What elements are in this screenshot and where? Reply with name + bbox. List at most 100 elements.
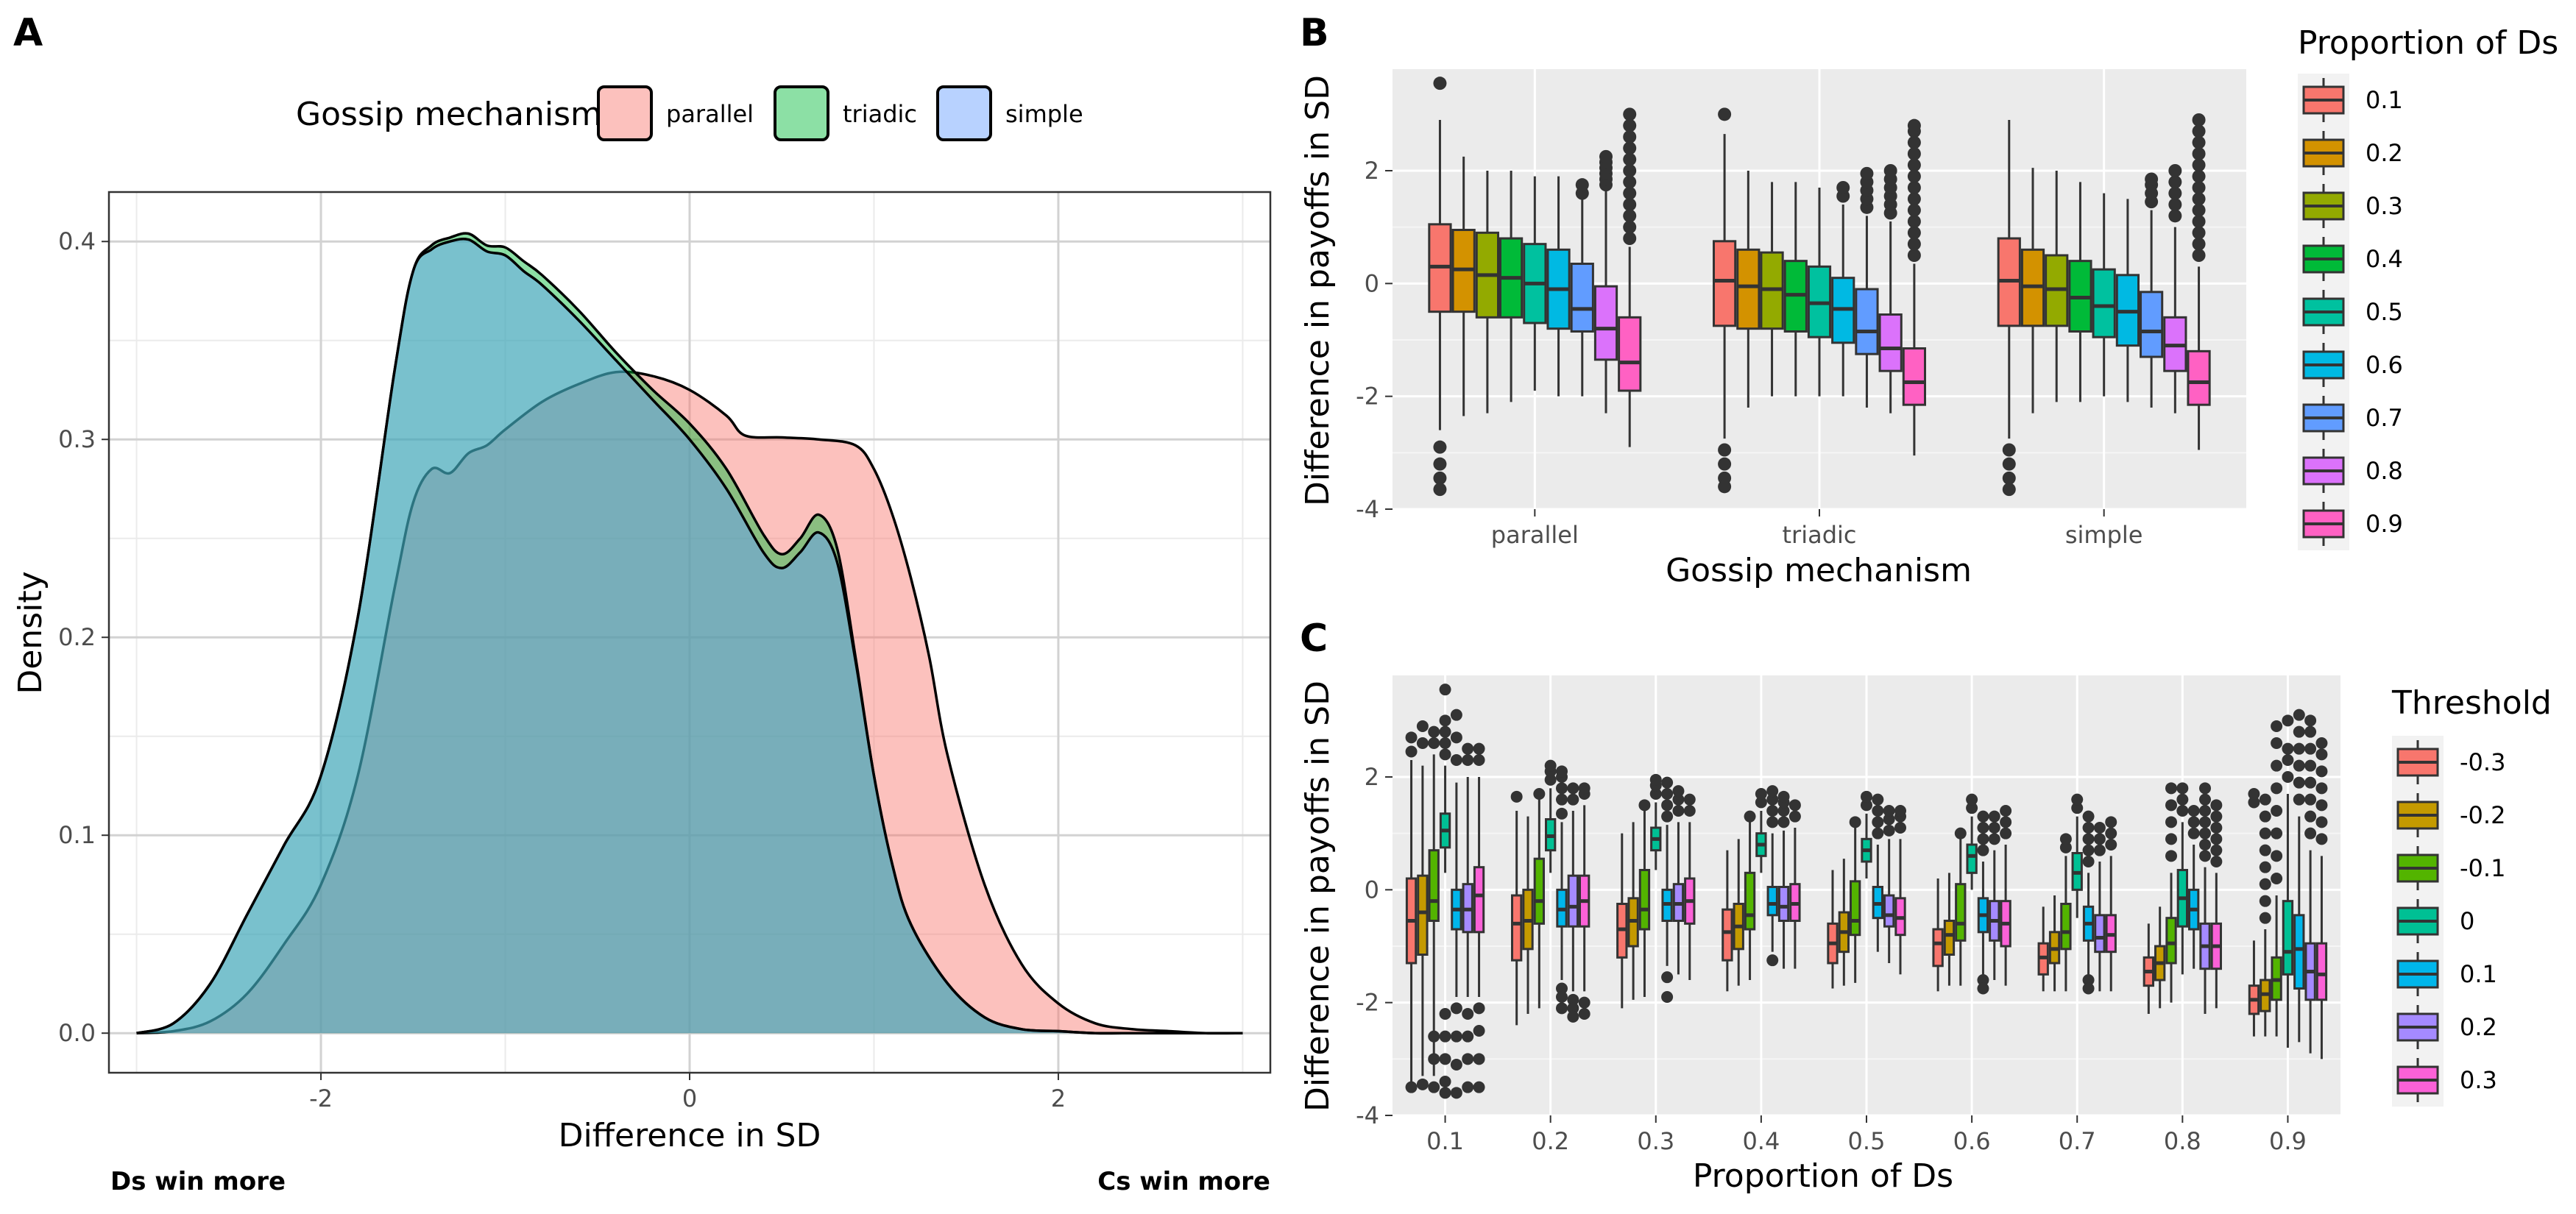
- outlier-point: [2199, 816, 2211, 828]
- outlier-point: [2082, 810, 2095, 823]
- panel-c-x-tick-label: 0.5: [1848, 1127, 1886, 1155]
- outlier-point: [2271, 737, 2283, 749]
- outlier-point: [1623, 152, 1637, 166]
- outlier-point: [1623, 186, 1637, 200]
- box-0p4-m0p1: [1744, 810, 1756, 980]
- outlier-point: [1462, 1008, 1474, 1020]
- panel-b-y-tick-label: 2: [1365, 157, 1379, 185]
- outlier-point: [1744, 810, 1756, 823]
- panel-a-x-tick-label: 0: [682, 1085, 697, 1112]
- box-0p9-m0p3: [2248, 788, 2260, 1037]
- outlier-point: [2000, 805, 2012, 817]
- outlier-point: [1661, 799, 1674, 812]
- box-body: [1932, 928, 1944, 968]
- outlier-point: [1473, 1002, 1485, 1015]
- outlier-point: [1450, 1002, 1462, 1015]
- outlier-point: [1683, 793, 1696, 806]
- outlier-point: [1777, 790, 1790, 803]
- outlier-point: [2192, 237, 2206, 251]
- outlier-point: [2210, 856, 2223, 867]
- box-0p6-0: [1966, 793, 1978, 890]
- box-body: [1511, 894, 1523, 962]
- panel-b-y-axis-title: Difference in payoffs in SD: [1299, 75, 1337, 506]
- outlier-point: [2105, 816, 2117, 828]
- box-0p1-0p2: [1462, 742, 1474, 1093]
- density-line-simple: [136, 237, 1243, 1035]
- outlier-point: [2293, 776, 2305, 789]
- panel-a-y-tick-label: 0.0: [58, 1019, 96, 1047]
- box-body: [1955, 883, 1967, 942]
- outlier-point: [2168, 209, 2182, 223]
- outlier-point: [1907, 237, 1921, 251]
- outlier-point: [1433, 483, 1447, 497]
- outlier-point: [2282, 714, 2294, 727]
- outlier-point: [1907, 215, 1921, 228]
- box-0p3-m0p2: [1627, 822, 1639, 1000]
- outlier-point: [1907, 226, 1921, 240]
- box-0p7-0: [2071, 793, 2084, 918]
- box-triadic-0p3: [1760, 182, 1784, 397]
- outlier-point: [1623, 107, 1637, 121]
- outlier-point: [2165, 833, 2177, 845]
- panel-b: B -4 -2 0 2 parallel triadic simple Gossip mec…: [1299, 11, 2558, 589]
- box-simple-0p1: [1997, 120, 2021, 497]
- panel-a-y-tick-label: 0.2: [58, 623, 96, 651]
- box-triadic-0p2: [1736, 171, 1761, 408]
- box-triadic-0p4: [1783, 182, 1808, 397]
- box-0p2-m0p1: [1533, 788, 1546, 1009]
- box-0p2-0p2: [1567, 782, 1579, 1023]
- outlier-point: [1872, 827, 1884, 839]
- outlier-point: [1766, 954, 1779, 967]
- outlier-point: [1473, 1053, 1485, 1065]
- outlier-point: [1556, 982, 1568, 995]
- outlier-point: [2315, 833, 2328, 845]
- box-0p5-m0p3: [1827, 870, 1839, 989]
- box-0p3-m0p1: [1638, 799, 1651, 997]
- outlier-point: [1766, 805, 1779, 817]
- panel-a-y-tick-label: 0.4: [58, 227, 96, 255]
- box-body: [1883, 894, 1895, 928]
- box-0p4-m0p2: [1733, 839, 1744, 986]
- panel-b-legend-label-0p3: 0.3: [2366, 192, 2403, 220]
- outlier-point: [1672, 805, 1685, 817]
- panel-a-border: [107, 191, 1272, 1074]
- box-0p4-0: [1755, 788, 1767, 873]
- panel-a-plot-area: -2 0 2 0.0 0.1 0.2 0.3 0.4: [58, 191, 1272, 1112]
- box-0p5-0p3: [1894, 805, 1906, 975]
- outlier-point: [1766, 785, 1779, 798]
- outlier-point: [1567, 1002, 1579, 1015]
- box-0p9-m0p1: [2271, 720, 2283, 1037]
- outlier-point: [2082, 833, 2095, 845]
- outlier-point: [1766, 816, 1779, 828]
- outlier-point: [2187, 816, 2200, 828]
- outlier-point: [2282, 742, 2294, 755]
- box-0p1-0p3: [1473, 742, 1485, 1093]
- panel-b-y-tick-label: 0: [1365, 269, 1379, 297]
- outlier-point: [2259, 793, 2271, 806]
- outlier-point: [1416, 1078, 1429, 1090]
- outlier-point: [2192, 124, 2206, 138]
- outlier-point: [1462, 1081, 1474, 1093]
- box-parallel-0p2: [1451, 156, 1476, 416]
- box-simple-0p4: [2068, 182, 2092, 402]
- outlier-point: [1462, 742, 1474, 755]
- outlier-point: [1623, 220, 1637, 234]
- box-simple-0p7: [2140, 172, 2164, 408]
- outlier-point: [2199, 827, 2211, 839]
- outlier-point: [2082, 822, 2095, 834]
- box-triadic-0p7: [1855, 166, 1879, 408]
- outlier-point: [2271, 873, 2283, 884]
- outlier-point: [1977, 982, 1989, 995]
- outlier-point: [2168, 164, 2182, 177]
- outlier-point: [1860, 166, 1874, 180]
- outlier-point: [2187, 827, 2200, 839]
- panel-b-legend-label-0p1: 0.1: [2366, 86, 2403, 114]
- outlier-point: [1405, 731, 1418, 744]
- outlier-point: [1907, 192, 1921, 206]
- outlier-point: [2000, 816, 2012, 828]
- panel-c-legend-label-m0p2: -0.2: [2460, 801, 2505, 829]
- box-0p3-0p2: [1672, 785, 1685, 975]
- box-0p7-m0p2: [2048, 895, 2061, 992]
- outlier-point: [2304, 714, 2317, 727]
- outlier-point: [1988, 822, 2000, 834]
